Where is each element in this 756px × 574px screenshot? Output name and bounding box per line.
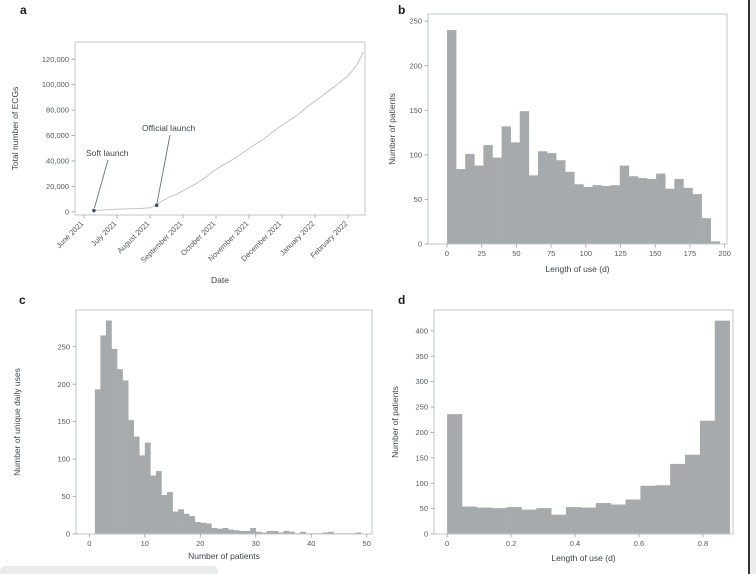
svg-text:30: 30 xyxy=(252,539,260,548)
svg-text:250: 250 xyxy=(415,403,428,412)
svg-text:Length of use (d): Length of use (d) xyxy=(545,264,609,274)
svg-text:0.6: 0.6 xyxy=(634,539,644,548)
svg-text:50: 50 xyxy=(420,504,428,513)
svg-text:Soft launch: Soft launch xyxy=(86,148,129,158)
svg-text:Length of use (d): Length of use (d) xyxy=(551,553,615,563)
svg-text:40: 40 xyxy=(307,539,315,548)
svg-text:July 2021: July 2021 xyxy=(89,219,118,248)
panel-letter-a: a xyxy=(20,3,27,17)
length-of-use-histogram: 0 50 100 150 200 250 0 25 50 75 100 125 150 175 200 Len… xyxy=(387,13,731,274)
svg-text:0: 0 xyxy=(445,539,449,548)
svg-text:0.4: 0.4 xyxy=(570,539,580,548)
svg-text:120,000: 120,000 xyxy=(42,55,69,64)
svg-text:150: 150 xyxy=(57,417,70,426)
screen-edge-line-artifact xyxy=(748,0,750,574)
svg-text:0: 0 xyxy=(66,530,70,539)
svg-text:50: 50 xyxy=(512,249,520,258)
svg-text:50: 50 xyxy=(363,539,371,548)
svg-text:0: 0 xyxy=(87,539,91,548)
svg-text:150: 150 xyxy=(649,249,662,258)
svg-text:250: 250 xyxy=(409,17,422,26)
cumulative-ecg-line-chart: 0 20,000 40,000 60,000 80,000 100,000 120,000 J… xyxy=(10,41,366,285)
svg-text:200: 200 xyxy=(409,61,422,70)
svg-text:300: 300 xyxy=(415,377,428,386)
svg-text:June 2021: June 2021 xyxy=(54,219,85,250)
svg-text:75: 75 xyxy=(547,249,555,258)
svg-text:400: 400 xyxy=(415,326,428,335)
svg-text:0: 0 xyxy=(65,207,69,216)
svg-text:0.2: 0.2 xyxy=(506,539,516,548)
svg-text:20: 20 xyxy=(196,539,204,548)
svg-text:10: 10 xyxy=(141,539,149,548)
svg-text:80,000: 80,000 xyxy=(46,106,69,115)
svg-text:100: 100 xyxy=(57,455,70,464)
svg-text:350: 350 xyxy=(415,352,428,361)
svg-text:Total number of ECGs: Total number of ECGs xyxy=(10,87,20,171)
panel-a: 0 20,000 40,000 60,000 80,000 100,000 120,000 J… xyxy=(0,0,378,287)
svg-text:Number of unique daily uses: Number of unique daily uses xyxy=(12,368,22,476)
svg-text:60,000: 60,000 xyxy=(46,131,69,140)
svg-text:50: 50 xyxy=(414,195,422,204)
svg-text:Date: Date xyxy=(211,275,229,285)
svg-text:150: 150 xyxy=(409,106,422,115)
svg-text:25: 25 xyxy=(478,249,486,258)
svg-text:20,000: 20,000 xyxy=(46,182,69,191)
scrollbar-pill-artifact xyxy=(0,566,218,574)
svg-text:150: 150 xyxy=(415,453,428,462)
panel-d: 0 50 100 150 200 250 300 350 400 0 0.2 0.4 0.6 0.8 Len… xyxy=(378,287,756,574)
svg-text:100: 100 xyxy=(580,249,593,258)
svg-text:40,000: 40,000 xyxy=(46,157,69,166)
svg-text:Official launch: Official launch xyxy=(142,123,196,133)
svg-text:0: 0 xyxy=(418,240,422,249)
svg-text:50: 50 xyxy=(62,492,70,501)
unique-daily-uses-histogram: 0 50 100 150 200 250 0 10 20 30 40 50 Number of pati… xyxy=(12,309,373,561)
svg-text:0.8: 0.8 xyxy=(698,539,708,548)
svg-text:200: 200 xyxy=(415,428,428,437)
panel-letter-c: c xyxy=(19,293,26,307)
svg-text:200: 200 xyxy=(57,380,70,389)
svg-text:100: 100 xyxy=(409,150,422,159)
panel-b: 0 50 100 150 200 250 0 25 50 75 100 125 150 175 200 Len… xyxy=(378,0,756,287)
length-of-use-fraction-histogram: 0 50 100 150 200 250 300 350 400 0 0.2 0.4 0.6 0.8 Len… xyxy=(390,309,734,563)
svg-text:175: 175 xyxy=(684,249,697,258)
svg-text:100: 100 xyxy=(415,479,428,488)
svg-text:200: 200 xyxy=(718,249,731,258)
svg-text:Number of patients: Number of patients xyxy=(390,386,400,458)
panel-c: 0 50 100 150 200 250 0 10 20 30 40 50 Number of pati… xyxy=(0,287,378,574)
svg-text:250: 250 xyxy=(57,342,70,351)
svg-text:0: 0 xyxy=(445,249,449,258)
panel-letter-d: d xyxy=(398,293,406,307)
svg-text:0: 0 xyxy=(424,530,428,539)
svg-text:125: 125 xyxy=(614,249,627,258)
screen-edge-fill-artifact xyxy=(750,0,756,574)
panel-letter-b: b xyxy=(398,3,406,17)
svg-text:100,000: 100,000 xyxy=(42,80,69,89)
svg-text:Number of patients: Number of patients xyxy=(387,93,397,165)
svg-text:Number of patients: Number of patients xyxy=(188,551,260,561)
